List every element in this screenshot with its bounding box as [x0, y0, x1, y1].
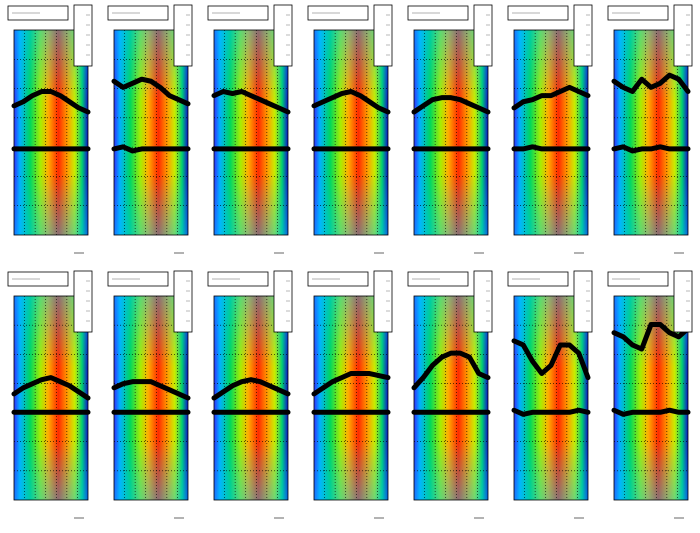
profile-line	[611, 144, 691, 154]
stats-box	[173, 4, 193, 67]
profile-line	[311, 89, 391, 115]
profile-line	[211, 89, 291, 115]
plot-frame	[513, 295, 589, 501]
stats-box	[673, 270, 693, 333]
profile-line	[611, 322, 691, 352]
profile-line	[111, 379, 191, 401]
stats-box	[673, 4, 693, 67]
stats-box	[573, 270, 593, 333]
stats-box	[473, 4, 493, 67]
stats-box	[573, 4, 593, 67]
profile-line	[511, 144, 591, 152]
profile-line	[611, 407, 691, 417]
profile-line	[511, 407, 591, 417]
profile-line	[511, 338, 591, 381]
profile-line	[411, 95, 491, 115]
stats-box	[173, 270, 193, 333]
profile-line	[211, 377, 291, 401]
profile-line	[111, 76, 191, 107]
profile-line	[411, 350, 491, 391]
stats-box	[473, 270, 493, 333]
plot-frame	[413, 29, 489, 236]
profile-line	[11, 375, 91, 401]
plot-frame	[413, 295, 489, 501]
profile-line	[311, 371, 391, 397]
plot-frame	[313, 29, 389, 236]
plot-frame	[213, 29, 289, 236]
stats-box	[273, 4, 293, 67]
plot-frame	[113, 29, 189, 236]
plot-frame	[313, 295, 389, 501]
stats-box	[373, 270, 393, 333]
profile-line	[511, 84, 591, 111]
profile-line	[111, 144, 191, 154]
plot-frame	[513, 29, 589, 236]
plot-frame	[613, 29, 689, 236]
stats-box	[73, 270, 93, 333]
stats-box	[273, 270, 293, 333]
plot-frame	[613, 295, 689, 501]
plot-frame	[13, 29, 89, 236]
profile-line	[611, 72, 691, 94]
profile-line	[11, 89, 91, 115]
stats-box	[373, 4, 393, 67]
stats-box	[73, 4, 93, 67]
